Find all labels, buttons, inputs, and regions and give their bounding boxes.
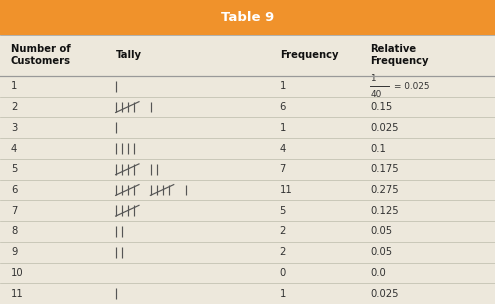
Text: 11: 11 <box>11 288 24 299</box>
Text: 7: 7 <box>280 164 286 174</box>
Text: 0.125: 0.125 <box>370 206 399 216</box>
Text: 8: 8 <box>11 226 17 237</box>
Text: 2: 2 <box>280 247 286 257</box>
Text: 1: 1 <box>370 74 376 83</box>
Text: 6: 6 <box>280 102 286 112</box>
Text: Number of
Customers: Number of Customers <box>11 44 71 67</box>
Bar <box>0 0 495 35</box>
Text: Frequency: Frequency <box>280 50 338 60</box>
Text: = 0.025: = 0.025 <box>394 82 430 91</box>
Text: 9: 9 <box>11 247 17 257</box>
Text: Relative
Frequency: Relative Frequency <box>370 44 429 67</box>
Text: 5: 5 <box>280 206 286 216</box>
Text: 3: 3 <box>11 123 17 133</box>
Text: 0.05: 0.05 <box>370 247 393 257</box>
Text: 1: 1 <box>11 81 17 92</box>
Text: 7: 7 <box>11 206 17 216</box>
Text: 0.05: 0.05 <box>370 226 393 237</box>
Text: 0.275: 0.275 <box>370 185 399 195</box>
Text: 4: 4 <box>11 143 17 154</box>
Text: 0.0: 0.0 <box>370 268 386 278</box>
Text: 1: 1 <box>280 123 286 133</box>
Text: 0.1: 0.1 <box>370 143 386 154</box>
Text: 6: 6 <box>11 185 17 195</box>
Text: 40: 40 <box>370 90 382 99</box>
Text: Table 9: Table 9 <box>221 11 274 24</box>
Text: 0: 0 <box>280 268 286 278</box>
Text: 2: 2 <box>11 102 17 112</box>
Text: 2: 2 <box>280 226 286 237</box>
Text: 4: 4 <box>280 143 286 154</box>
Text: 0.175: 0.175 <box>370 164 399 174</box>
Text: Tally: Tally <box>116 50 143 60</box>
Text: 1: 1 <box>280 288 286 299</box>
Text: 0.15: 0.15 <box>370 102 393 112</box>
Text: 1: 1 <box>280 81 286 92</box>
Text: 0.025: 0.025 <box>370 123 399 133</box>
Text: 11: 11 <box>280 185 293 195</box>
Text: 0.025: 0.025 <box>370 288 399 299</box>
Text: 5: 5 <box>11 164 17 174</box>
Text: 10: 10 <box>11 268 24 278</box>
